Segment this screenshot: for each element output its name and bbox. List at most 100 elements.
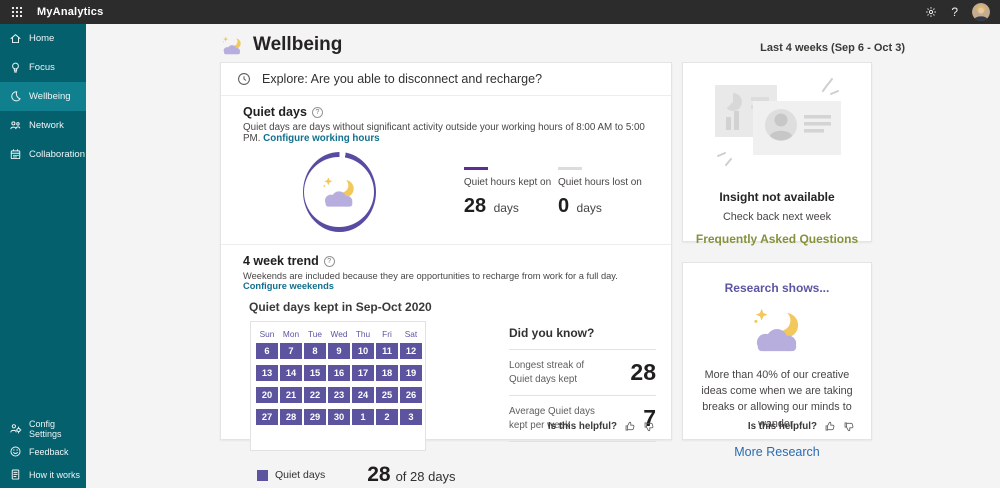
section-divider: [221, 244, 671, 245]
quiet-days-description: Quiet days are days without significant …: [243, 122, 645, 144]
app-title: MyAnalytics: [37, 6, 104, 18]
lost-unit: days: [576, 200, 602, 215]
faq-link[interactable]: Frequently Asked Questions: [695, 232, 859, 246]
sidebar-item-focus[interactable]: Focus: [0, 53, 86, 82]
research-card-feedback: Is this helpful?: [748, 421, 855, 432]
calendar-day-cell: 26: [400, 387, 422, 403]
calendar-day-cell: 16: [328, 365, 350, 381]
user-avatar[interactable]: [972, 3, 990, 21]
fact-divider: [509, 441, 656, 442]
moon-cloud-icon: [323, 177, 355, 207]
fact-divider: [509, 395, 656, 396]
sidebar-item-collaboration[interactable]: Collaboration: [0, 140, 86, 169]
quiet-days-calendar: Sun Mon Tue Wed Thu Fri Sat 6 7 8 9 10 11 12 13 14 15 16…: [250, 321, 426, 451]
explore-text: Explore: Are you able to disconnect and …: [262, 72, 543, 86]
calendar-day-header: Wed: [330, 329, 348, 339]
wellbeing-moon-cloud-icon: [222, 36, 241, 54]
did-you-know-title: Did you know?: [509, 326, 595, 340]
topbar: MyAnalytics ?: [0, 0, 1000, 24]
sidebar-item-how-it-works[interactable]: How it works: [0, 463, 86, 486]
calendar-day-cell: 8: [304, 343, 326, 359]
research-card: Research shows... More than 40% of our c…: [682, 262, 872, 459]
thumbs-down-icon[interactable]: [844, 421, 855, 432]
calendar-day-cell: 7: [280, 343, 302, 359]
settings-gear-icon[interactable]: [925, 6, 937, 18]
fact-divider: [509, 349, 656, 350]
sidebar-item-feedback[interactable]: Feedback: [0, 440, 86, 463]
kept-unit: days: [493, 200, 519, 215]
quiet-hours-lost-stat: Quiet hours lost on 0 days: [557, 166, 649, 218]
calendar-day-cell: 22: [304, 387, 326, 403]
kept-value: 28: [463, 194, 487, 217]
configure-weekends-link[interactable]: Configure weekends: [243, 281, 334, 291]
calendar-day-headers: Sun Mon Tue Wed Thu Fri Sat: [256, 329, 420, 339]
quiet-days-summary-value: 28: [367, 463, 391, 486]
sidebar-item-config-settings[interactable]: Config Settings: [0, 417, 86, 440]
sidebar-item-network[interactable]: Network: [0, 111, 86, 140]
calendar-day-cell: 15: [304, 365, 326, 381]
trend-title: 4 week trend: [243, 254, 319, 268]
calendar-day-header: Mon: [282, 329, 300, 339]
insight-title: Insight not available: [719, 190, 835, 204]
date-range-label: Last 4 weeks (Sep 6 - Oct 3): [760, 42, 905, 54]
quiet-days-summary-suffix: of 28 days: [395, 469, 456, 484]
feedback-smiley-icon: [9, 445, 22, 458]
sidebar-nav: Home Focus Wellbeing Network Collaboration: [0, 24, 86, 169]
sidebar-item-label: Wellbeing: [29, 91, 71, 102]
sidebar: Home Focus Wellbeing Network Collaboration C…: [0, 24, 86, 488]
calendar-day-header: Sat: [404, 329, 418, 339]
fact-label: Longest streak of Quiet days kept: [509, 360, 585, 385]
explore-banner[interactable]: Explore: Are you able to disconnect and …: [221, 63, 671, 96]
configure-working-hours-link[interactable]: Configure working hours: [263, 133, 380, 144]
calendar-day-header: Sun: [259, 329, 275, 339]
help-icon[interactable]: ?: [951, 5, 958, 19]
quiet-days-donut-chart: [303, 152, 376, 232]
calendar-title: Quiet days kept in Sep-Oct 2020: [249, 300, 432, 314]
lost-value: 0: [557, 194, 570, 217]
sidebar-item-label: How it works: [29, 469, 81, 480]
calendar-day-cell: 2: [376, 409, 398, 425]
insight-subtitle: Check back next week: [722, 211, 832, 223]
is-this-helpful-label: Is this helpful?: [547, 421, 617, 432]
insight-card: Insight not available Check back next we…: [682, 62, 872, 246]
quiet-days-help-icon[interactable]: [311, 106, 323, 118]
thumbs-down-icon[interactable]: [644, 421, 655, 432]
topbar-actions: ?: [925, 3, 990, 21]
calendar-day-cell: 29: [304, 409, 326, 425]
quiet-days-legend-swatch: [257, 469, 268, 481]
thumbs-up-icon[interactable]: [825, 421, 836, 432]
quiet-days-legend-label: Quiet days: [275, 469, 326, 481]
app-launcher-waffle-icon[interactable]: [5, 0, 29, 24]
trend-help-icon[interactable]: [323, 255, 335, 267]
calendar-day-cell: 17: [352, 365, 374, 381]
more-research-link[interactable]: More Research: [734, 444, 820, 459]
sidebar-item-home[interactable]: Home: [0, 24, 86, 53]
calendar-day-cell: 24: [352, 387, 374, 403]
person-gear-icon: [9, 422, 22, 435]
calendar-day-cell: 19: [400, 365, 422, 381]
quiet-days-title: Quiet days: [243, 105, 307, 119]
lightbulb-icon: [9, 61, 22, 74]
calendar-legend: Quiet days 28 of 28 days: [257, 463, 649, 487]
people-icon: [9, 119, 22, 132]
insight-placeholder-illustration: [715, 78, 841, 166]
is-this-helpful-label: Is this helpful?: [747, 421, 817, 432]
sidebar-item-label: Home: [29, 33, 55, 44]
calendar-day-cell: 12: [400, 343, 422, 359]
content-area: Wellbeing Last 4 weeks (Sep 6 - Oct 3) E…: [86, 24, 1000, 488]
sidebar-footer: Config Settings Feedback How it works: [0, 417, 86, 486]
calendar-day-header: Thu: [355, 329, 371, 339]
calendar-day-cell: 1: [352, 409, 374, 425]
fact-value: 28: [630, 359, 656, 385]
sidebar-item-label: Focus: [29, 62, 55, 73]
did-you-know-panel: Did you know? Longest streak of Quiet da…: [509, 321, 656, 451]
research-title: Research shows...: [724, 281, 830, 295]
moon-icon: [9, 90, 22, 103]
calendar-day-header: Tue: [308, 329, 322, 339]
calendar-day-cell: 14: [280, 365, 302, 381]
thumbs-up-icon[interactable]: [625, 421, 636, 432]
fact-row: Longest streak of Quiet days kept 28: [509, 359, 656, 386]
sidebar-item-wellbeing[interactable]: Wellbeing: [0, 82, 86, 111]
calendar-day-cell: 18: [376, 365, 398, 381]
